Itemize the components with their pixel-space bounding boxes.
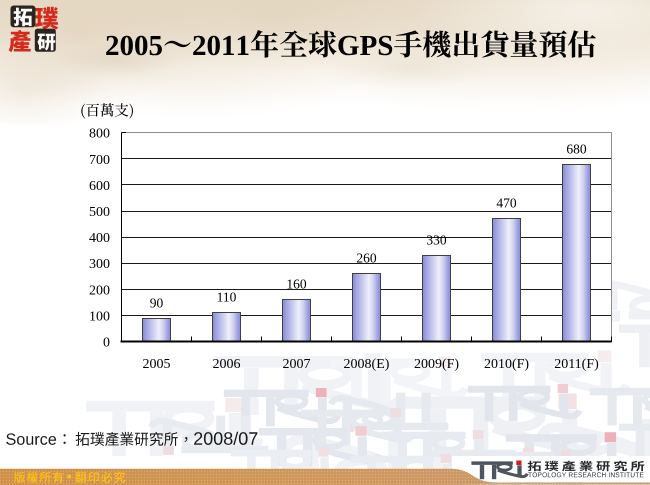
svg-text:2011(F): 2011(F) — [554, 357, 599, 372]
svg-text:300: 300 — [89, 257, 110, 272]
svg-text:2007: 2007 — [283, 357, 311, 372]
svg-text:90: 90 — [150, 296, 164, 311]
svg-text:2006: 2006 — [213, 357, 241, 372]
svg-text:500: 500 — [89, 205, 110, 220]
svg-text:110: 110 — [217, 290, 237, 305]
svg-text:470: 470 — [496, 196, 517, 211]
svg-text:100: 100 — [89, 309, 110, 324]
svg-text:2005: 2005 — [143, 357, 171, 372]
svg-text:160: 160 — [286, 277, 307, 292]
svg-text:800: 800 — [89, 127, 110, 142]
svg-text:700: 700 — [89, 153, 110, 168]
svg-text:600: 600 — [89, 179, 110, 194]
svg-text:260: 260 — [356, 251, 377, 266]
svg-text:2009(F): 2009(F) — [414, 357, 459, 372]
svg-text:200: 200 — [89, 283, 110, 298]
svg-text:2010(F): 2010(F) — [484, 357, 529, 372]
svg-text:2008(E): 2008(E) — [344, 357, 390, 372]
svg-text:680: 680 — [566, 142, 587, 157]
svg-text:330: 330 — [426, 233, 447, 248]
svg-text:0: 0 — [103, 336, 110, 351]
svg-text:400: 400 — [89, 231, 110, 246]
